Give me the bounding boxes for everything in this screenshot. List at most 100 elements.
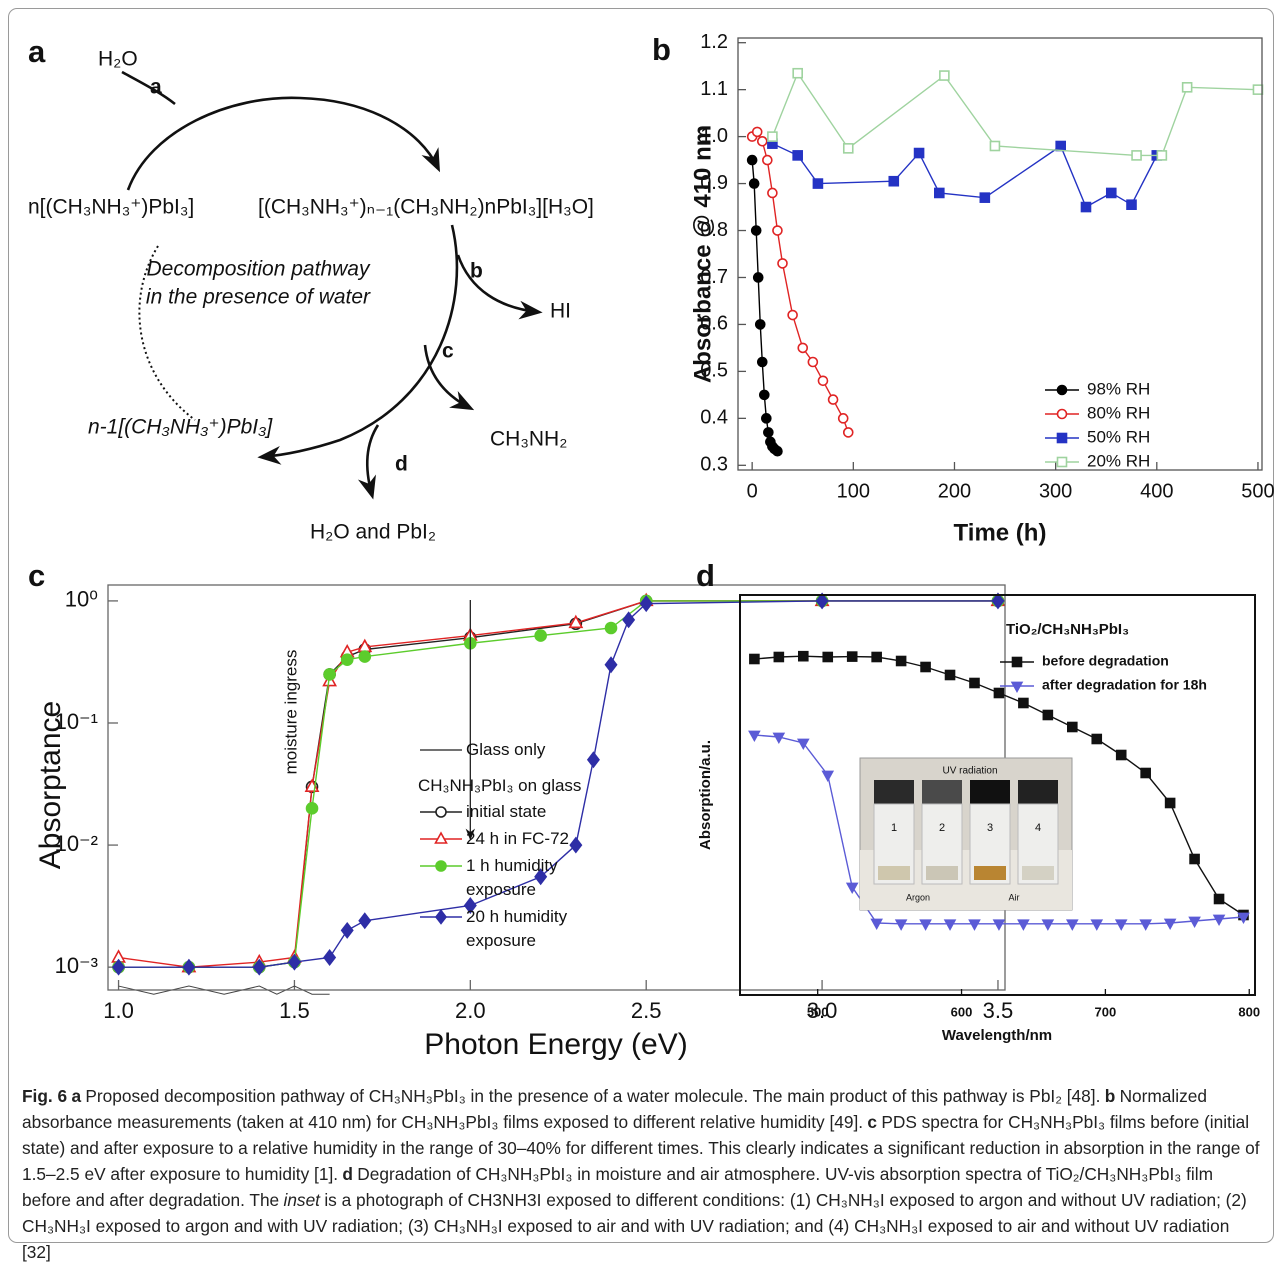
caption-panel-letter: d [342, 1164, 353, 1184]
chart-panel: c Photon Energy (eV) Absorptance 1.0 1.5 2.0 2… [28, 558, 1013, 1061]
arrow [456, 254, 543, 320]
marker [796, 738, 810, 751]
panel-label: d [696, 558, 715, 593]
center-text: Decomposition pathway [147, 258, 371, 281]
species-label: [(CH₃NH₃⁺)ₙ₋₁(CH₃NH₂)nPbI₃][H₃O] [258, 196, 594, 219]
marker [639, 595, 653, 613]
y-tick-label: 0.7 [700, 266, 728, 288]
inset-vial-content [878, 866, 910, 880]
marker [895, 655, 907, 667]
x-axis-label: Photon Energy (eV) [424, 1028, 687, 1061]
marker [777, 258, 788, 269]
marker [323, 668, 336, 681]
y-axis-label: Absorption/a.u. [697, 740, 714, 850]
caption-label: Fig. 6 [22, 1086, 68, 1106]
marker [969, 677, 980, 689]
x-tick-label: 2.0 [455, 998, 486, 1023]
chart-panel: b Time (h) Absorbance @ 410 nm 0 100 200 300 40… [652, 31, 1275, 546]
marker [1156, 150, 1168, 161]
marker [842, 427, 854, 438]
arrows [121, 70, 543, 500]
marker [767, 187, 778, 199]
y-tick-label: 1.0 [700, 125, 728, 147]
x-tick-label: 100 [837, 480, 870, 502]
marker [1164, 797, 1176, 809]
marker [750, 225, 762, 236]
legend-swatch [420, 909, 462, 925]
marker [812, 178, 824, 189]
marker [1055, 140, 1066, 152]
product-label: CH₃NH₂ [490, 428, 567, 451]
y-axis-label: Absorptance [34, 701, 67, 869]
marker [746, 154, 758, 166]
step-label: b [470, 260, 483, 283]
species-label: n[(CH₃NH₃⁺)PbI₃] [28, 196, 194, 219]
arrow [126, 96, 441, 191]
x-tick-label: 200 [938, 480, 971, 502]
inset-vial-cap [970, 780, 1010, 804]
marker [1213, 893, 1225, 905]
marker [569, 836, 583, 854]
marker [434, 831, 448, 844]
marker [773, 651, 785, 663]
marker [845, 882, 859, 895]
y-axis-label: Absorbance @ 410 nm [689, 125, 716, 383]
marker [1056, 456, 1068, 468]
legend-entry: 24 h in FC-72 [418, 827, 631, 851]
plot-frame [737, 37, 1263, 471]
marker [1115, 749, 1127, 761]
y-tick-label: 1.1 [700, 78, 728, 100]
marker [1237, 912, 1250, 925]
marker [604, 621, 618, 635]
marker [761, 413, 772, 424]
marker [358, 650, 372, 663]
marker [989, 140, 1001, 152]
inset-title: UV radiation [942, 766, 997, 777]
marker [772, 732, 786, 745]
species-label: n-1[(CH₃NH₃⁺)PbI₃] [88, 416, 273, 439]
y-tick-label: 0.6 [700, 313, 728, 335]
marker [1066, 919, 1079, 931]
legend-label: initial state [466, 802, 547, 821]
x-tick-label: 800 [1238, 1004, 1260, 1019]
product-label: HI [550, 300, 571, 323]
marker [792, 67, 803, 79]
legend-label: before degradation [1042, 653, 1169, 669]
marker [1091, 733, 1103, 745]
arrow [121, 70, 176, 106]
marker [762, 154, 773, 166]
marker [842, 143, 854, 154]
marker [919, 919, 932, 931]
caption-text: Proposed decomposition pathway of CH₃NH₃… [85, 1086, 1101, 1106]
marker [1181, 82, 1193, 93]
marker [821, 770, 835, 783]
marker [1017, 919, 1030, 931]
marker [871, 651, 882, 663]
marker [323, 949, 337, 966]
y-tick-label: 10⁻¹ [55, 709, 98, 734]
x-tick-label: 3.5 [983, 998, 1014, 1023]
legend-label: 24 h in FC-72 [466, 829, 569, 848]
marker [1056, 384, 1068, 396]
caption-panel-letter: c [867, 1112, 878, 1132]
marker [837, 413, 849, 424]
marker [797, 650, 809, 662]
marker [992, 919, 1006, 931]
legend-label: 50% RH [1087, 427, 1150, 446]
marker [772, 225, 783, 236]
caption-panel-letter: b [1104, 1086, 1116, 1106]
series-line [751, 130, 849, 433]
marker [434, 909, 448, 925]
marker [1105, 187, 1117, 199]
figure: a H₂O a n[(CH₃NH₃⁺)PbI₃] [(CH₃NH₃⁺)ₙ₋₁(C… [28, 31, 1275, 1061]
marker [534, 868, 548, 886]
x-tick-label: 3.0 [807, 998, 838, 1023]
marker [749, 653, 760, 665]
annotation: moisture ingress [281, 650, 300, 775]
caption-text: inset [283, 1190, 320, 1210]
series-line [118, 600, 998, 968]
x-tick-label: 400 [1140, 480, 1173, 502]
marker [968, 919, 981, 931]
inset-vial-label: 1 [891, 822, 897, 834]
